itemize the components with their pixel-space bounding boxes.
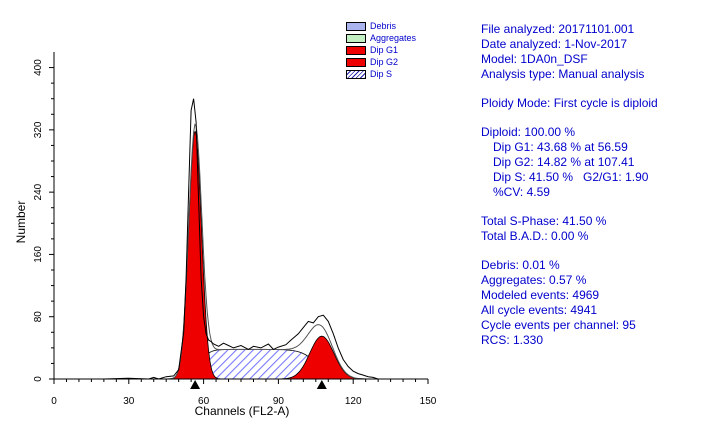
aggregates-text: Aggregates: 0.57 % <box>481 273 587 287</box>
y-axis-title: Number <box>14 201 28 244</box>
y-tick-label: 240 <box>33 183 44 200</box>
histogram-line <box>54 98 428 380</box>
histogram-layer <box>54 98 428 380</box>
dip-g1-area-layer <box>169 130 221 380</box>
diploid-text: Diploid: 100.00 % <box>481 125 576 139</box>
model-text: Model: 1DA0n_DSF <box>481 52 588 66</box>
x-tick-label: 150 <box>420 396 437 407</box>
analysis-summary-panel: File analyzed: 20171101.001 Date analyze… <box>481 22 711 348</box>
legend-item-aggregates: Aggregates <box>346 32 456 44</box>
x-tick-label: 90 <box>273 396 285 407</box>
y-tick-label: 80 <box>33 311 44 323</box>
total-bad-text: Total B.A.D.: 0.00 % <box>481 229 589 243</box>
legend-item-dip-g2: Dip G2 <box>346 56 456 68</box>
histogram-chart: 0 30 60 90 120 150 0 80 160 240 320 400 Channels (F… <box>14 52 437 418</box>
dip-g2-swatch <box>346 57 366 67</box>
axes: 0 30 60 90 120 150 0 80 160 240 320 400 <box>33 52 437 407</box>
debris-text: Debris: 0.01 % <box>481 258 560 272</box>
x-axis-title: Channels (FL2-A) <box>195 404 290 418</box>
peak-marker-icon <box>190 380 201 389</box>
legend-label-dip-g2: Dip G2 <box>370 57 399 67</box>
aggregates-swatch <box>346 33 366 43</box>
file-analyzed-text: File analyzed: 20171101.001 <box>481 22 635 36</box>
debris-swatch <box>346 21 366 31</box>
x-tick-label: 120 <box>345 396 362 407</box>
dip-s-swatch <box>346 69 366 79</box>
model-fit-line <box>166 123 366 380</box>
legend-label-dip-s: Dip S <box>370 69 393 79</box>
x-tick-label: 60 <box>198 396 210 407</box>
dip-g1-swatch <box>346 45 366 55</box>
legend-label-dip-g1: Dip G1 <box>370 45 399 55</box>
analysis-type-text: Analysis type: Manual analysis <box>481 67 645 81</box>
date-analyzed-text: Date analyzed: 1-Nov-2017 <box>481 37 628 51</box>
x-tick-label: 30 <box>123 396 135 407</box>
y-tick-label: 400 <box>33 59 44 76</box>
modeled-events-text: Modeled events: 4969 <box>481 288 600 302</box>
legend-item-debris: Debris <box>346 20 456 32</box>
legend-label-aggregates: Aggregates <box>370 33 417 43</box>
rcs-text: RCS: 1.330 <box>481 333 544 347</box>
dip-g1-text: Dip G1: 43.68 % at 56.59 <box>493 140 628 154</box>
dip-s-text: Dip S: 41.50 % G2/G1: 1.90 <box>493 170 649 184</box>
legend-label-debris: Debris <box>370 21 397 31</box>
all-cycle-events-text: All cycle events: 4941 <box>481 303 598 317</box>
chart-legend: Debris Aggregates Dip G1 Dip G2 Dip S <box>346 20 456 80</box>
cv-text: %CV: 4.59 <box>493 185 550 199</box>
x-tick-label: 0 <box>51 396 57 407</box>
legend-item-dip-g1: Dip G1 <box>346 44 456 56</box>
dip-g1-area <box>169 130 221 380</box>
y-tick-label: 320 <box>33 121 44 138</box>
ploidy-mode-text: Ploidy Mode: First cycle is diploid <box>481 96 658 110</box>
y-tick-label: 160 <box>33 246 44 263</box>
peak-marker-icon <box>316 380 327 389</box>
total-s-phase-text: Total S-Phase: 41.50 % <box>481 214 607 228</box>
y-tick-label: 0 <box>33 376 44 382</box>
legend-item-dip-s: Dip S <box>346 68 456 80</box>
dip-g2-text: Dip G2: 14.82 % at 107.41 <box>493 155 635 169</box>
cycle-events-per-channel-text: Cycle events per channel: 95 <box>481 318 636 332</box>
